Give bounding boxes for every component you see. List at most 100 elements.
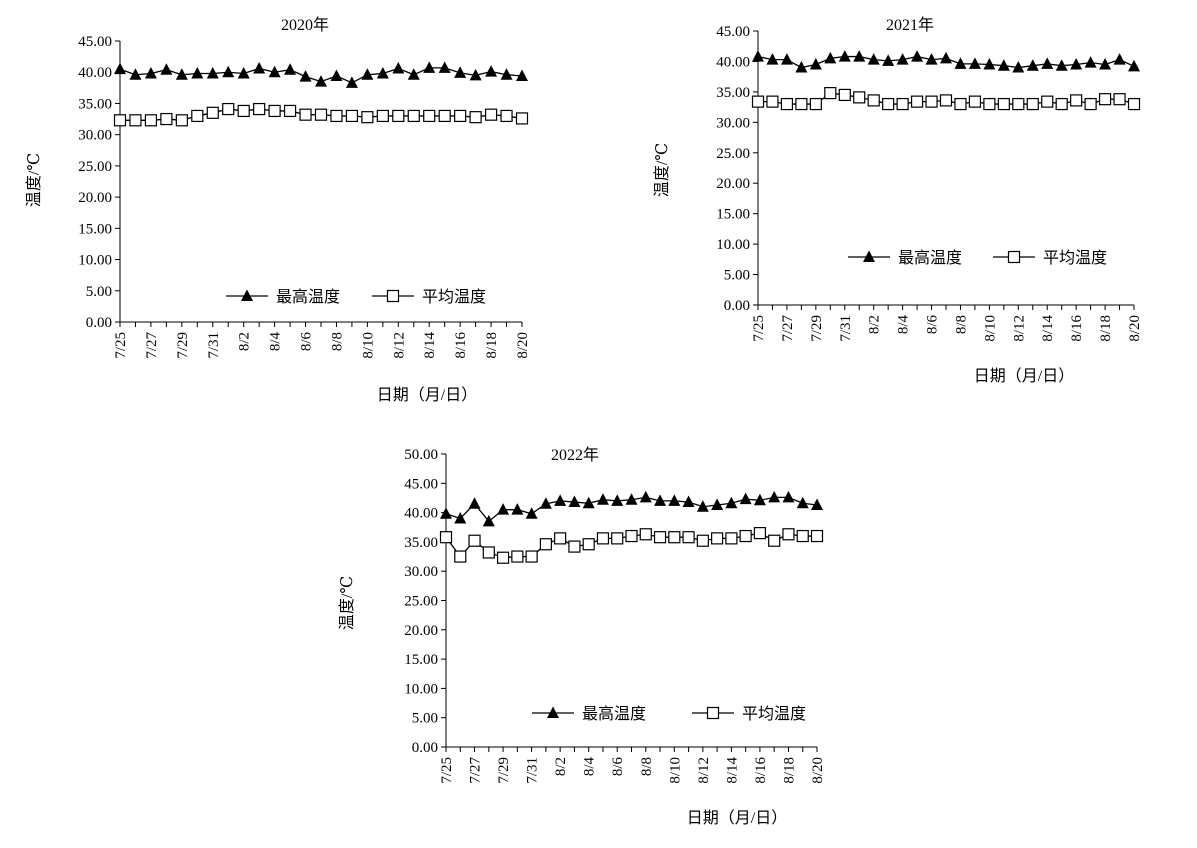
- data-point: [654, 494, 667, 506]
- data-point: [696, 500, 709, 512]
- data-point: [639, 490, 652, 503]
- y-tick-label: 35.00: [404, 535, 438, 551]
- data-point: [1113, 93, 1126, 106]
- data-point: [824, 51, 837, 64]
- chart-title: 2020年: [281, 16, 329, 34]
- data-point: [222, 65, 235, 78]
- x-tick-label: 8/4: [268, 332, 284, 352]
- legend-label: 平均温度: [422, 288, 486, 306]
- data-point: [175, 114, 188, 127]
- y-axis-title: 温度/℃: [653, 143, 671, 197]
- data-point: [237, 66, 250, 79]
- series-max-temp: [114, 61, 528, 88]
- data-point: [668, 494, 681, 506]
- data-point: [766, 53, 779, 65]
- data-point: [925, 53, 938, 65]
- data-point: [496, 551, 510, 564]
- data-point: [739, 529, 752, 543]
- data-point: [482, 546, 495, 559]
- x-tick-label: 8/16: [453, 332, 469, 359]
- x-tick-label: 8/12: [696, 757, 712, 784]
- data-point: [497, 503, 510, 515]
- data-point: [809, 57, 822, 70]
- x-tick-label: 7/25: [113, 332, 129, 359]
- data-point: [568, 495, 581, 508]
- y-tick-label: 30.00: [404, 564, 438, 580]
- data-point: [682, 495, 695, 508]
- y-tick-label: 10.00: [78, 253, 112, 269]
- data-point: [315, 75, 327, 87]
- data-point: [407, 68, 420, 80]
- data-point: [711, 498, 724, 510]
- data-point: [539, 497, 552, 509]
- data-point: [160, 63, 173, 75]
- data-point: [515, 112, 529, 125]
- x-tick-label: 8/10: [360, 332, 376, 359]
- data-point: [440, 507, 452, 519]
- data-point: [144, 66, 157, 79]
- data-point: [284, 63, 297, 75]
- x-tick-label: 8/14: [422, 332, 438, 359]
- data-point: [853, 50, 866, 62]
- y-tick-label: 15.00: [716, 207, 750, 223]
- y-axis-title: 温度/℃: [338, 576, 356, 630]
- data-point: [438, 109, 451, 123]
- x-tick-label: 8/2: [553, 757, 569, 776]
- y-tick-label: 20.00: [716, 176, 750, 192]
- data-point: [711, 532, 724, 545]
- series-avg-temp: [439, 527, 824, 564]
- data-point: [454, 109, 467, 123]
- data-point: [1055, 97, 1068, 111]
- data-point: [330, 69, 343, 81]
- data-point: [113, 114, 127, 127]
- data-point: [1026, 59, 1039, 71]
- data-point: [954, 57, 967, 69]
- data-point: [376, 109, 389, 123]
- data-point: [423, 61, 436, 73]
- data-point: [882, 54, 895, 66]
- x-tick-label: 8/18: [781, 757, 797, 784]
- x-tick-label: 8/4: [582, 757, 598, 777]
- x-tick-label: 7/27: [144, 332, 160, 359]
- data-point: [867, 94, 880, 107]
- x-tick-label: 8/6: [925, 315, 941, 335]
- data-point: [485, 65, 498, 77]
- data-point: [896, 97, 909, 111]
- data-point: [454, 511, 467, 524]
- data-point: [268, 65, 281, 78]
- legend-marker: [547, 706, 559, 718]
- y-tick-label: 40.00: [78, 65, 112, 81]
- x-tick-label: 8/20: [515, 332, 531, 359]
- data-point: [625, 529, 638, 543]
- x-axis-title: 日期（月/日）: [687, 809, 787, 827]
- x-tick-label: 8/6: [299, 332, 315, 352]
- x-tick-label: 7/29: [809, 315, 825, 342]
- data-point: [1012, 61, 1025, 73]
- data-point: [114, 62, 126, 75]
- x-tick-label: 8/6: [610, 757, 626, 777]
- data-point: [206, 106, 219, 119]
- data-point: [810, 529, 824, 543]
- data-point: [554, 532, 567, 545]
- data-point: [1041, 95, 1054, 108]
- data-point: [853, 91, 866, 104]
- data-point: [484, 108, 498, 121]
- y-tick-label: 35.00: [78, 96, 112, 112]
- chart-panel-1: 0.00 5.00 10.00 15.00 20.00 25.00 30.00 35.00 40…: [25, 16, 531, 404]
- data-point: [468, 497, 481, 509]
- data-point: [253, 102, 266, 116]
- legend-label: 最高温度: [898, 249, 962, 267]
- data-point: [1127, 97, 1141, 111]
- data-point: [668, 531, 681, 544]
- y-tick-label: 40.00: [404, 506, 438, 522]
- data-point: [206, 66, 219, 79]
- data-point: [1099, 57, 1112, 70]
- data-point: [796, 496, 809, 509]
- data-point: [796, 529, 809, 543]
- data-point: [780, 53, 793, 65]
- data-point: [997, 59, 1010, 71]
- data-point: [696, 534, 709, 547]
- legend-marker: [1007, 250, 1021, 264]
- data-point: [752, 50, 764, 62]
- data-point: [345, 109, 359, 123]
